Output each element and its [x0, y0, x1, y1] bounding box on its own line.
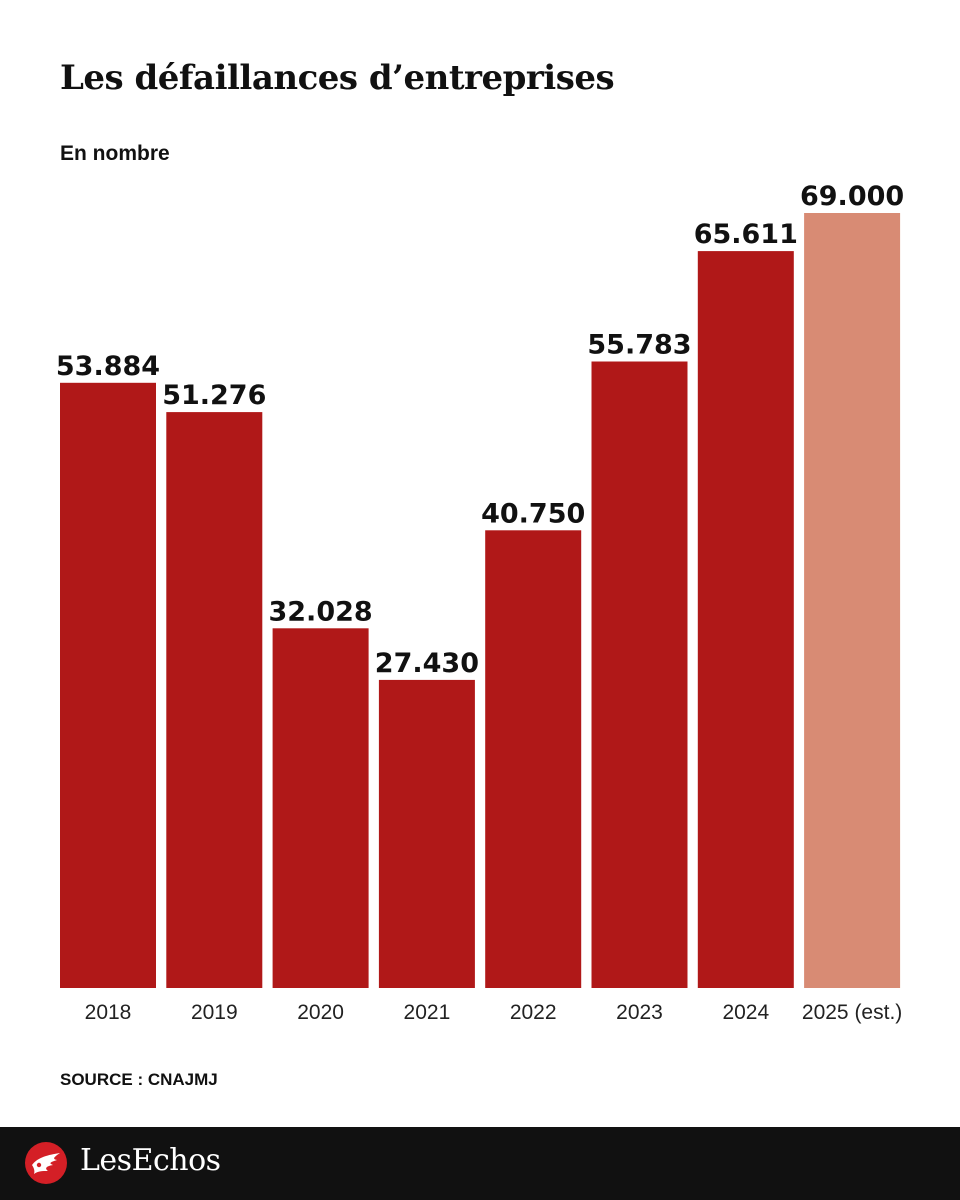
bar-2021 — [378, 679, 475, 988]
x-tick-label: 2023 — [616, 1001, 663, 1024]
value-label: 69.000 — [800, 181, 904, 212]
bars-group — [60, 213, 901, 989]
x-tick-label: 2019 — [191, 1001, 238, 1024]
bar-2024 — [697, 251, 794, 989]
source-note: SOURCE : CNAJMJ — [60, 1070, 218, 1089]
x-tick-label: 2021 — [404, 1001, 451, 1024]
les-echos-logo-text: LesEchos — [80, 1143, 221, 1178]
value-label: 27.430 — [375, 648, 479, 679]
chart-subtitle: En nombre — [60, 142, 170, 165]
x-tick-label: 2018 — [85, 1001, 132, 1024]
bar-2020 — [272, 628, 369, 988]
chart-title: Les défaillances d’entreprises — [60, 58, 615, 98]
bar-2022 — [485, 530, 582, 988]
x-axis-tick-labels: 2018 2019 2020 2021 2022 2023 2024 2025 (est.) — [85, 1001, 903, 1024]
value-label: 51.276 — [162, 380, 266, 411]
value-label: 32.028 — [268, 596, 372, 627]
bar-2023 — [591, 361, 688, 988]
x-tick-label: 2022 — [510, 1001, 557, 1024]
bar-2019 — [166, 412, 263, 989]
value-label: 53.884 — [56, 351, 160, 382]
bar-2025-est — [804, 213, 901, 988]
bar-2018 — [60, 382, 156, 988]
footer-bar: LesEchos — [0, 1127, 960, 1200]
value-label: 55.783 — [587, 330, 691, 361]
value-label: 65.611 — [694, 219, 798, 250]
x-tick-label: 2024 — [722, 1001, 769, 1024]
value-label: 40.750 — [481, 498, 585, 529]
x-tick-label: 2025 (est.) — [802, 1001, 902, 1024]
les-echos-winged-head-icon — [25, 1142, 67, 1184]
x-tick-label: 2020 — [297, 1001, 344, 1024]
